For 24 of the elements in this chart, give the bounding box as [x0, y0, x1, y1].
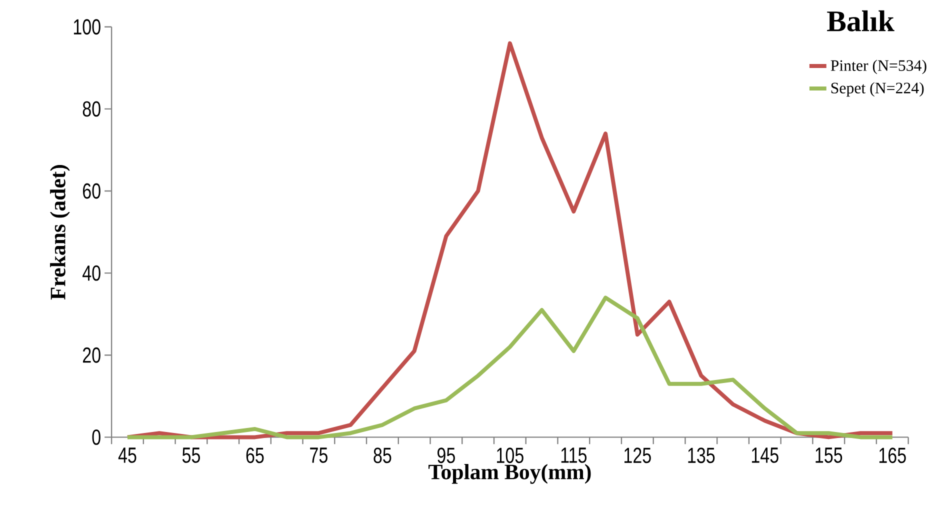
x-tick-label: 65: [246, 448, 264, 464]
y-axis-title: Frekans (adet): [50, 165, 70, 300]
x-tick-label: 105: [497, 448, 524, 464]
x-tick-label: 115: [561, 448, 587, 463]
x-tick-label: 165: [879, 448, 906, 464]
chart-title: Balık: [827, 10, 894, 32]
y-tick-label: 80: [82, 101, 100, 117]
y-tick-label: 40: [82, 265, 100, 281]
x-tick-label: 135: [688, 448, 715, 464]
x-tick-label: 155: [816, 448, 842, 463]
y-tick-label: 100: [74, 19, 100, 35]
x-tick-label: 85: [374, 448, 392, 464]
x-tick-label: 125: [624, 448, 651, 464]
y-tick-label: 60: [83, 183, 100, 199]
x-tick-label: 145: [752, 448, 778, 463]
x-tick-label: 45: [118, 448, 136, 463]
legend-label: Pinter (N=534): [830, 60, 926, 74]
x-axis-title: Toplam Boy(mm): [428, 464, 591, 484]
x-tick-label: 75: [310, 448, 328, 463]
y-tick-label: 20: [82, 347, 100, 363]
x-tick-label: 55: [182, 448, 200, 463]
legend-label: Sepet (N=224): [831, 82, 924, 97]
y-tick-label: 0: [92, 430, 100, 446]
x-tick-label: 95: [438, 448, 455, 464]
